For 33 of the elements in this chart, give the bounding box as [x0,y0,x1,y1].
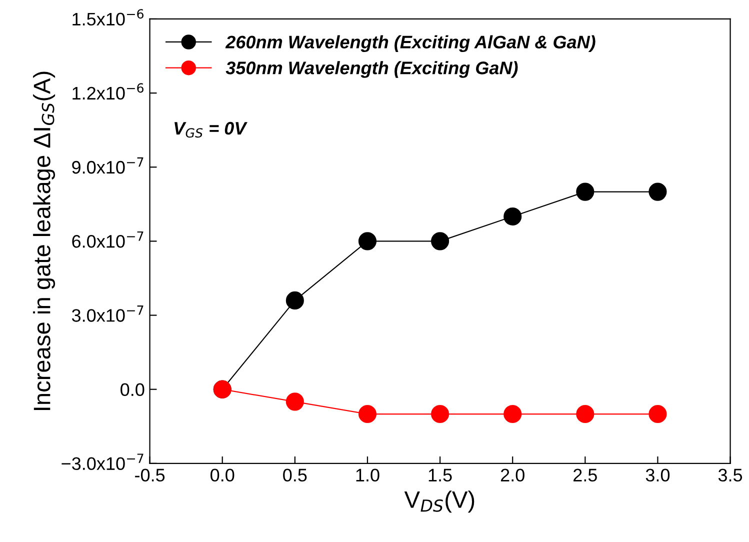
y-tick-label: −3.0x10$^{−7}$ [62,454,144,470]
point [286,392,304,411]
y-tick-label: 0.0 [120,383,144,396]
point [576,182,594,201]
y-axis-title: Increase in gate leakage ΔI$_{GS}$(A) [33,72,56,410]
x-tick-label: 1.0 [356,468,380,482]
x-tick-label: 1.5 [428,468,452,482]
y-tick-label: 1.5x10$^{−6}$ [72,9,144,26]
point [648,182,667,201]
x-tick-label: 2.0 [500,468,524,482]
point [576,405,594,424]
x-tick-label: 0.5 [283,468,307,482]
y-tick-label: 3.0x10$^{−7}$ [72,306,144,322]
legend-label: 260nm Wavelength (Exciting AlGaN & GaN) [225,35,596,52]
x-tick-label: 2.5 [574,468,597,482]
x-tick-label: -0.5 [135,468,165,482]
point [648,405,667,424]
y-tick-label: 1.2x10$^{−6}$ [72,83,144,100]
point [358,232,377,250]
x-axis-title: V$_{DS}$(V) [404,490,474,513]
x-tick-label: 0.0 [210,468,234,482]
x-tick-label: 3.0 [646,468,670,482]
point [358,405,377,424]
point [504,405,522,424]
point [286,291,304,310]
legend-label: 350nm Wavelength (Exciting GaN) [226,61,518,78]
point [431,232,450,250]
x-tick-label: 3.5 [718,468,742,482]
point [431,405,450,424]
y-tick-label: 9.0x10$^{−7}$ [72,157,144,174]
point [504,207,522,226]
annotation: V$_{GS}$ = 0V [174,122,248,138]
y-tick-label: 6.0x10$^{−7}$ [72,231,144,248]
